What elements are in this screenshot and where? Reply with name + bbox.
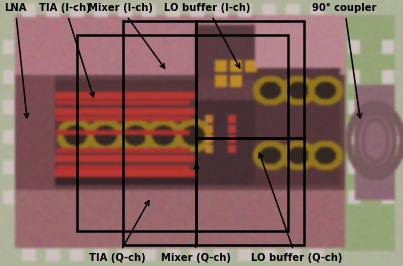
Text: 90° coupler: 90° coupler: [312, 3, 377, 118]
Text: LNA: LNA: [4, 3, 29, 118]
Text: LO buffer (Q-ch): LO buffer (Q-ch): [251, 153, 342, 263]
Text: LO buffer (I-ch): LO buffer (I-ch): [164, 3, 251, 68]
Text: Mixer (Q-ch): Mixer (Q-ch): [160, 164, 231, 263]
Bar: [196, 21, 304, 138]
Text: Mixer (I-ch): Mixer (I-ch): [89, 3, 164, 68]
Bar: [77, 35, 288, 231]
Bar: [123, 21, 196, 245]
Bar: [196, 138, 304, 245]
Text: TIA (Q-ch): TIA (Q-ch): [89, 201, 149, 263]
Text: TIA (I-ch): TIA (I-ch): [39, 3, 94, 97]
